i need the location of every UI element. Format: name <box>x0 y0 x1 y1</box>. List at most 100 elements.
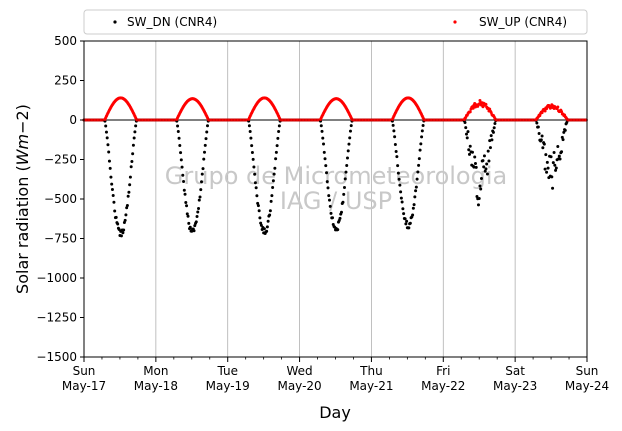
x-tick-label-date: May-18 <box>134 379 178 393</box>
sw-dn-point <box>400 200 404 204</box>
sw-up-point <box>468 110 472 114</box>
sw-dn-point <box>477 196 481 200</box>
sw-dn-point <box>467 148 471 152</box>
sw-dn-point <box>479 176 483 180</box>
sw-dn-point <box>322 150 326 154</box>
sw-dn-point <box>544 153 548 157</box>
sw-dn-point <box>197 198 201 202</box>
sw-dn-point <box>553 163 557 167</box>
sw-dn-point <box>180 165 184 169</box>
sw-dn-point <box>464 126 468 130</box>
legend-marker-sw-dn <box>113 20 117 24</box>
sw-dn-point <box>271 179 275 183</box>
sw-dn-point <box>396 171 400 175</box>
sw-up-point <box>560 110 564 114</box>
sw-dn-point <box>133 130 137 134</box>
sw-dn-point <box>179 158 183 162</box>
sw-dn-point <box>473 162 477 166</box>
sw-dn-point <box>411 206 415 210</box>
sw-dn-point <box>271 186 275 190</box>
y-tick-label: 0 <box>69 113 77 127</box>
sw-up-point <box>556 105 560 109</box>
sw-dn-point <box>122 228 126 232</box>
sw-dn-point <box>344 170 348 174</box>
x-tick-label-day: Mon <box>143 364 168 378</box>
sw-dn-point <box>397 177 401 181</box>
sw-dn-point <box>551 161 555 165</box>
x-tick-label-date: May-19 <box>206 379 250 393</box>
sw-dn-point <box>200 180 204 184</box>
sw-dn-point <box>265 229 269 233</box>
sw-dn-point <box>275 144 279 148</box>
sw-dn-point <box>474 165 478 169</box>
sw-dn-point <box>181 173 185 177</box>
sw-dn-point <box>470 150 474 154</box>
sw-dn-point <box>420 135 424 139</box>
sw-dn-point <box>104 124 108 128</box>
sw-dn-point <box>197 207 201 211</box>
y-tick-label: −1500 <box>36 350 77 364</box>
sw-dn-point <box>192 229 196 233</box>
sw-dn-point <box>257 209 261 213</box>
sw-dn-point <box>539 138 543 142</box>
sw-dn-point <box>270 194 274 198</box>
sw-dn-point <box>325 171 329 175</box>
y-axis-title-close: ) <box>13 104 32 110</box>
x-tick-label-day: Tue <box>216 364 238 378</box>
sw-dn-point <box>417 157 421 161</box>
sw-dn-point <box>268 209 272 213</box>
sw-dn-point <box>185 204 189 208</box>
sw-dn-point <box>185 212 189 216</box>
sw-dn-point <box>254 186 258 190</box>
sw-dn-point <box>253 172 257 176</box>
sw-dn-point <box>322 142 326 146</box>
sw-dn-point <box>491 130 495 134</box>
sw-dn-point <box>128 183 132 187</box>
sw-dn-point <box>277 124 281 128</box>
sw-dn-point <box>418 148 422 152</box>
sw-dn-point <box>247 124 251 128</box>
sw-dn-point <box>345 156 349 160</box>
sw-dn-point <box>194 220 198 224</box>
sw-dn-point <box>543 167 547 171</box>
sw-dn-point <box>274 157 278 161</box>
sw-dn-point <box>324 164 328 168</box>
x-tick-label-day: Sun <box>576 364 599 378</box>
y-tick-label: −1000 <box>36 271 77 285</box>
sw-dn-point <box>395 155 399 159</box>
x-tick-label-date: May-21 <box>349 379 393 393</box>
sw-dn-point <box>556 144 560 148</box>
sw-dn-point <box>490 138 494 142</box>
sw-dn-point <box>205 130 209 134</box>
sw-dn-point <box>196 210 200 214</box>
sw-dn-point <box>557 154 561 158</box>
sw-dn-point <box>179 151 183 155</box>
sw-dn-point <box>542 142 546 146</box>
sw-dn-point <box>411 213 415 217</box>
sw-dn-point <box>273 166 277 170</box>
sw-dn-point <box>545 160 549 164</box>
sw-dn-point <box>201 167 205 171</box>
sw-dn-point <box>341 200 345 204</box>
sw-dn-point <box>343 177 347 181</box>
x-tick-label-day: Fri <box>436 364 450 378</box>
legend-label-sw-dn: SW_DN (CNR4) <box>127 15 217 29</box>
sw-dn-point <box>250 151 254 155</box>
sw-dn-point <box>134 124 138 128</box>
sw-dn-point <box>489 134 493 138</box>
sw-dn-point <box>274 150 278 154</box>
y-tick-label: −250 <box>44 153 77 167</box>
sw-dn-point <box>112 200 116 204</box>
x-tick-label-date: May-23 <box>493 379 537 393</box>
sw-dn-point <box>342 192 346 196</box>
sw-dn-point <box>128 175 132 179</box>
sw-dn-point <box>421 124 425 128</box>
sw-dn-point <box>249 136 253 140</box>
sw-dn-point <box>328 198 332 202</box>
sw-dn-point <box>250 144 254 148</box>
sw-dn-point <box>560 135 564 139</box>
sw-dn-point <box>404 222 408 226</box>
sw-up-point <box>543 109 547 113</box>
sw-dn-point <box>561 138 565 142</box>
sw-dn-point <box>107 159 111 163</box>
